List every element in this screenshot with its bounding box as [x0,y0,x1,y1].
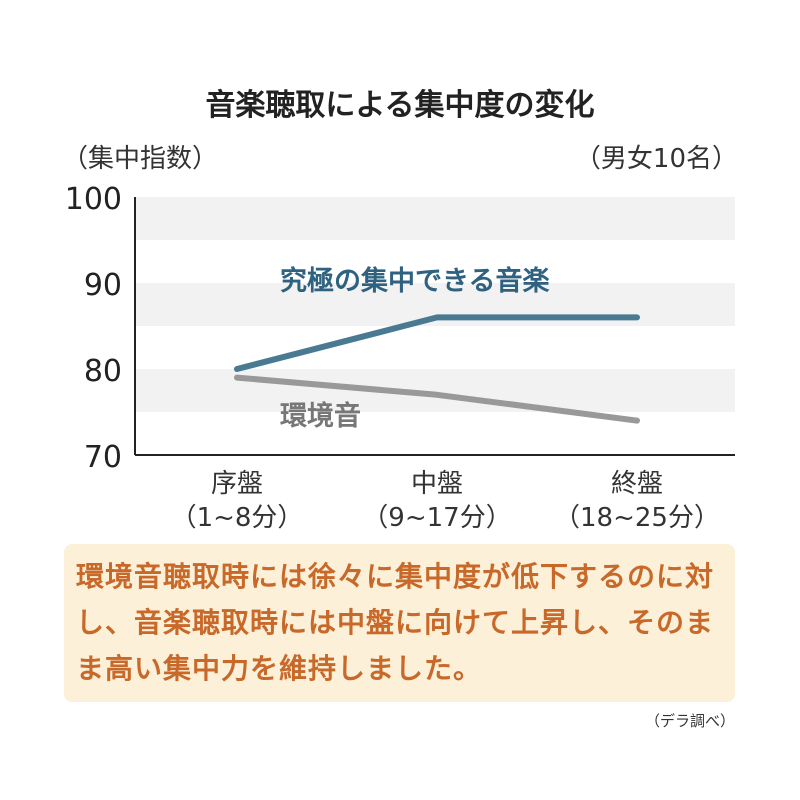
source-note: （デラ調べ） [644,712,735,730]
caption-box: 環境音聴取時には徐々に集中度が低下するのに対し、音楽聴取時には中盤に向けて上昇し… [64,544,735,702]
y-tick-label: 80 [84,354,122,389]
line-chart: 70 80 90 100 序盤 （1~8分） 中盤 （9~17分） 終盤 （18~25分） 究極の集… [65,182,735,533]
x-tick-label: 終盤 [611,469,663,499]
x-tick-label: 序盤 [211,469,263,499]
y-tick-label: 100 [65,182,122,217]
chart-title: 音楽聴取による集中度の変化 [205,88,595,123]
y-axis-label: （集中指数） [62,144,219,174]
series-label-ambient: 環境音 [280,400,361,432]
y-tick-label: 90 [84,268,122,303]
sample-note: （男女10名） [574,144,738,174]
x-tick-label: 中盤 [411,469,463,499]
x-tick-label: （9~17分） [362,503,511,533]
x-tick-label: （1~8分） [171,503,304,533]
y-tick-label: 70 [84,440,122,475]
grid-band [135,197,735,240]
grid-band [135,369,735,412]
series-label-music: 究極の集中できる音楽 [280,265,549,297]
caption-text: 環境音聴取時には徐々に集中度が低下するのに対し、音楽聴取時には中盤に向けて上昇し… [76,560,715,685]
x-tick-label: （18~25分） [554,503,720,533]
